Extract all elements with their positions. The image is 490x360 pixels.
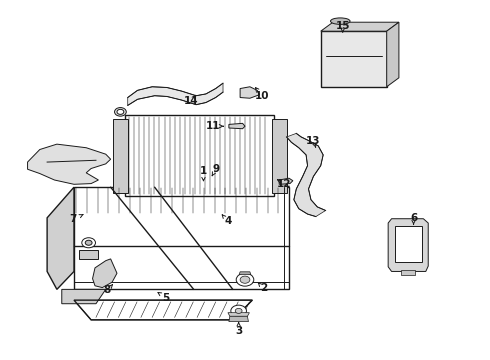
Text: 7: 7 <box>69 215 77 224</box>
Polygon shape <box>93 259 117 288</box>
Polygon shape <box>287 134 326 217</box>
Text: 6: 6 <box>410 213 417 222</box>
Bar <box>79 250 98 259</box>
Circle shape <box>231 305 246 317</box>
Polygon shape <box>321 22 399 31</box>
Circle shape <box>85 240 92 245</box>
Polygon shape <box>229 123 245 129</box>
Circle shape <box>117 109 124 114</box>
Polygon shape <box>128 83 223 105</box>
Text: 3: 3 <box>235 325 242 336</box>
Polygon shape <box>62 289 106 304</box>
Text: 4: 4 <box>224 216 232 226</box>
Polygon shape <box>74 300 252 320</box>
Ellipse shape <box>331 18 350 24</box>
Text: 13: 13 <box>306 136 320 145</box>
Polygon shape <box>228 313 249 316</box>
Polygon shape <box>321 31 387 87</box>
Circle shape <box>82 238 96 248</box>
Text: 1: 1 <box>200 166 207 176</box>
Polygon shape <box>74 187 289 214</box>
Circle shape <box>235 309 242 314</box>
Circle shape <box>240 276 250 283</box>
Polygon shape <box>239 272 251 275</box>
Text: 15: 15 <box>336 21 350 31</box>
Bar <box>125 116 274 196</box>
Text: 9: 9 <box>212 164 219 174</box>
Text: 11: 11 <box>206 121 220 131</box>
Polygon shape <box>395 226 422 262</box>
Text: 2: 2 <box>260 283 267 293</box>
Circle shape <box>236 273 254 286</box>
Text: 5: 5 <box>162 293 170 303</box>
Text: 14: 14 <box>184 96 198 106</box>
Text: 12: 12 <box>277 179 292 189</box>
Polygon shape <box>47 187 74 289</box>
Polygon shape <box>229 316 248 321</box>
Bar <box>74 187 289 289</box>
Text: 10: 10 <box>255 91 270 101</box>
Polygon shape <box>388 219 428 271</box>
Polygon shape <box>27 144 111 184</box>
Polygon shape <box>279 178 293 184</box>
Polygon shape <box>401 270 415 275</box>
Circle shape <box>115 108 126 116</box>
Polygon shape <box>387 22 399 87</box>
Polygon shape <box>272 119 287 193</box>
Polygon shape <box>113 119 128 193</box>
Polygon shape <box>240 87 260 98</box>
Text: 8: 8 <box>103 285 111 296</box>
